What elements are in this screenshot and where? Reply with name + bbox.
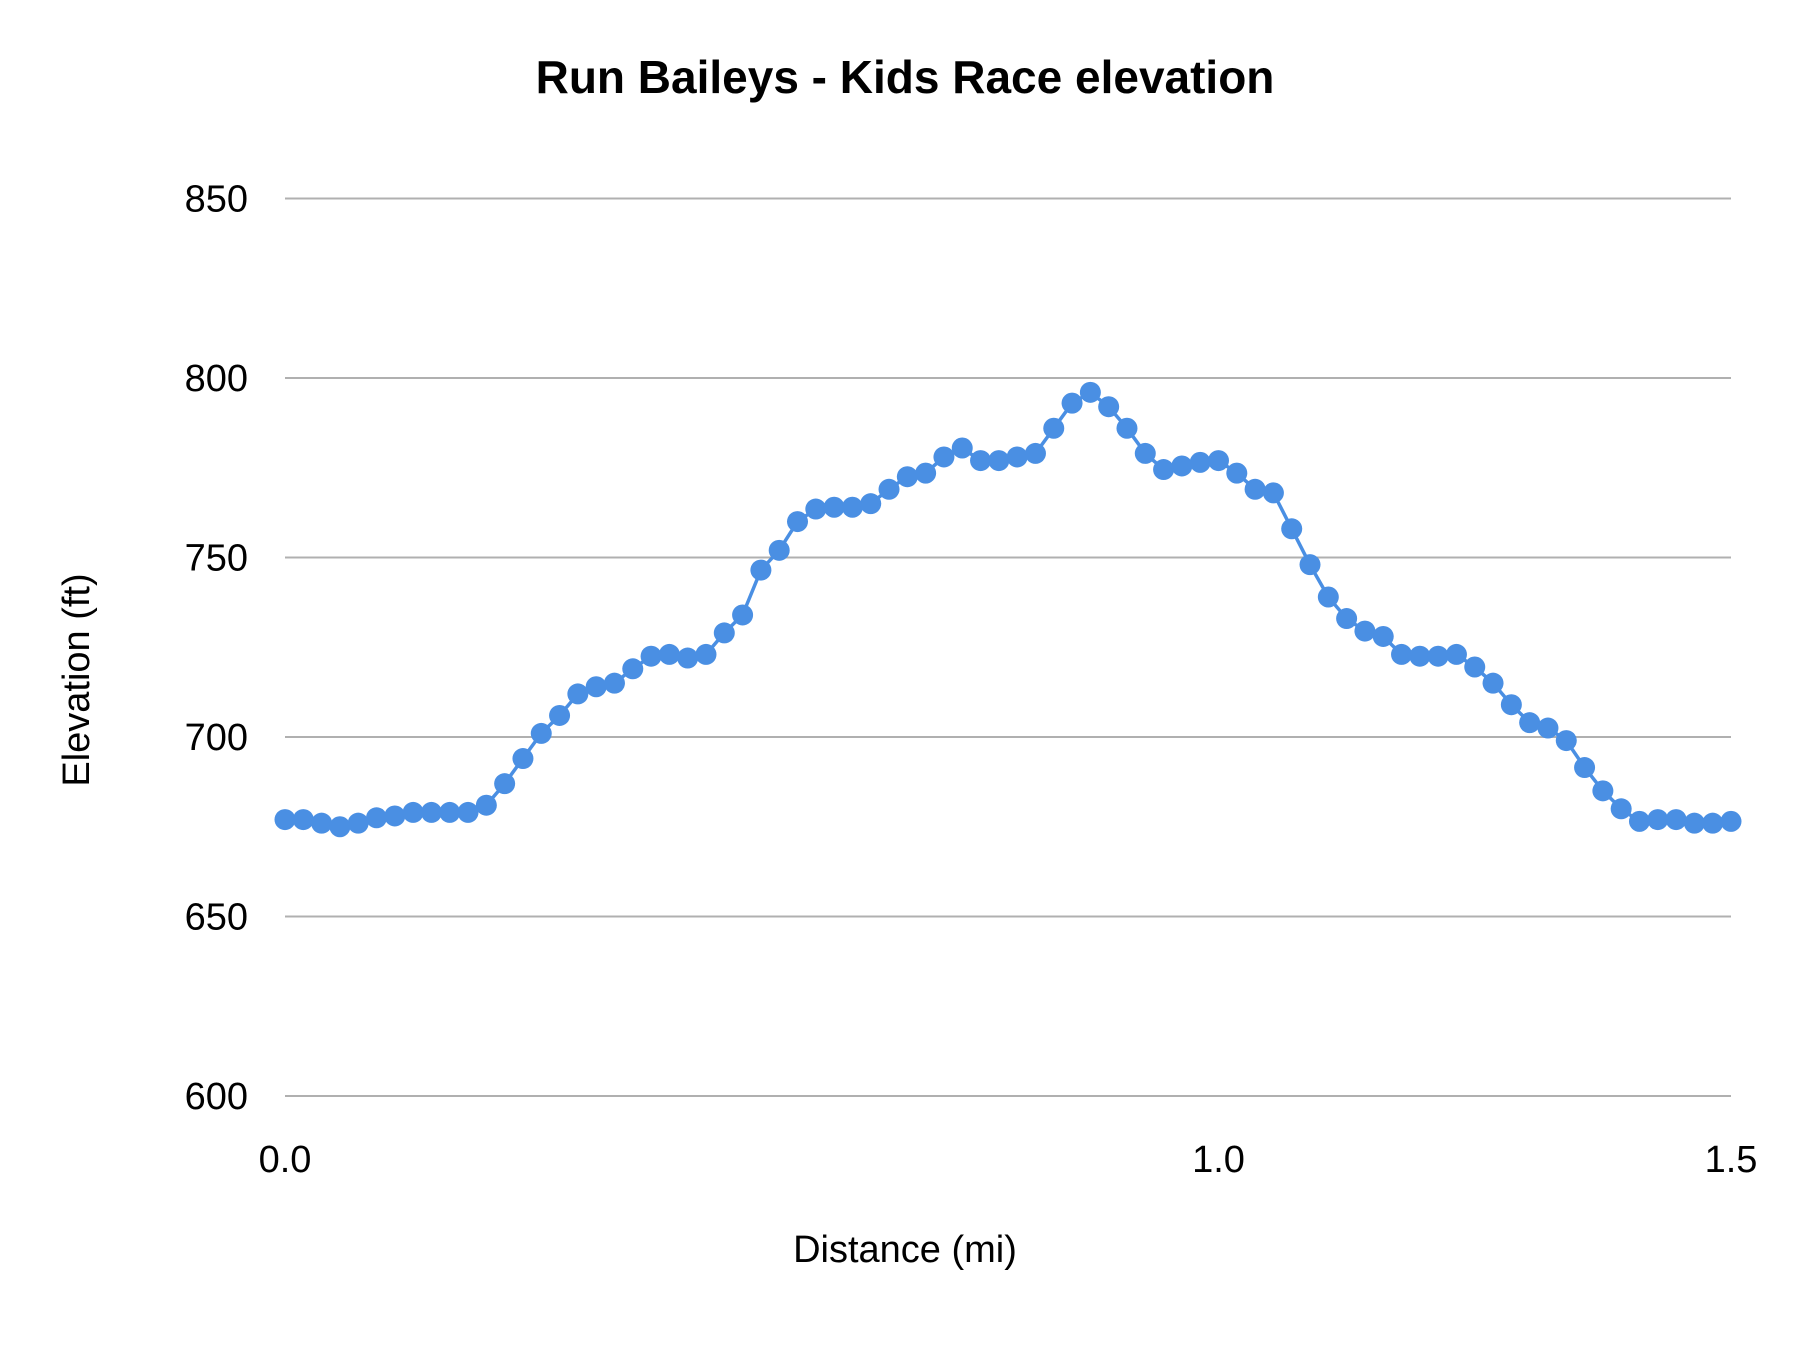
data-point	[640, 645, 662, 667]
data-point	[622, 658, 644, 680]
data-point	[1628, 810, 1650, 832]
data-point	[1445, 643, 1467, 665]
data-point	[933, 446, 955, 468]
data-point	[402, 801, 424, 823]
x-axis-title: Distance (mi)	[793, 1229, 1017, 1271]
data-point	[878, 478, 900, 500]
data-point	[1006, 446, 1028, 468]
y-tick-label: 700	[185, 717, 248, 759]
data-point	[1427, 645, 1449, 667]
data-point	[585, 676, 607, 698]
x-tick-label: 0.0	[259, 1139, 312, 1181]
data-point	[713, 622, 735, 644]
y-tick-label: 800	[185, 358, 248, 400]
data-point	[1079, 381, 1101, 403]
data-point	[695, 643, 717, 665]
data-point	[329, 816, 351, 838]
data-point	[1500, 694, 1522, 716]
data-point	[567, 683, 589, 705]
data-point	[1610, 798, 1632, 820]
data-point	[988, 450, 1010, 472]
data-point	[1464, 656, 1486, 678]
data-point	[915, 462, 937, 484]
y-tick-label: 750	[185, 538, 248, 580]
data-point	[768, 539, 790, 561]
data-point	[1720, 810, 1742, 832]
data-point	[549, 704, 571, 726]
data-point	[347, 812, 369, 834]
data-point	[311, 812, 333, 834]
data-point	[439, 801, 461, 823]
data-point	[860, 493, 882, 515]
data-point	[1372, 625, 1394, 647]
data-point	[1317, 586, 1339, 608]
data-point	[658, 643, 680, 665]
data-point	[530, 722, 552, 744]
data-point	[475, 794, 497, 816]
data-point	[1153, 459, 1175, 481]
data-point	[677, 647, 699, 669]
data-point	[823, 496, 845, 518]
data-point	[1537, 717, 1559, 739]
data-point	[1574, 757, 1596, 779]
x-tick-label: 1.0	[1192, 1139, 1245, 1181]
data-point	[1262, 482, 1284, 504]
data-point	[805, 498, 827, 520]
data-point	[384, 805, 406, 827]
data-point	[1683, 812, 1705, 834]
data-point	[1171, 455, 1193, 477]
data-point	[1226, 462, 1248, 484]
x-tick-label: 1.5	[1705, 1139, 1758, 1181]
data-point	[1409, 645, 1431, 667]
data-point	[1189, 451, 1211, 473]
data-point	[366, 807, 388, 829]
data-point	[1116, 417, 1138, 439]
data-point	[494, 773, 516, 795]
data-point	[1024, 442, 1046, 464]
data-point	[603, 672, 625, 694]
data-point	[787, 511, 809, 533]
data-point	[420, 801, 442, 823]
data-point	[1482, 672, 1504, 694]
data-point	[1665, 809, 1687, 831]
data-point	[1391, 643, 1413, 665]
data-point	[896, 466, 918, 488]
data-point	[292, 809, 314, 831]
elevation-series	[274, 381, 1742, 838]
data-point	[1702, 812, 1724, 834]
data-point	[1647, 809, 1669, 831]
x-axis-ticks: 0.0 1.0 1.5	[259, 1139, 1758, 1181]
data-point	[1207, 450, 1229, 472]
data-point	[1519, 712, 1541, 734]
y-axis-ticks: 600 650 700 750 800 850	[185, 179, 248, 1119]
data-point	[841, 496, 863, 518]
data-point	[1336, 608, 1358, 630]
gridlines	[285, 197, 1731, 1097]
data-point	[512, 748, 534, 770]
data-point	[457, 801, 479, 823]
chart-title: Run Baileys - Kids Race elevation	[536, 51, 1275, 103]
data-point	[1354, 620, 1376, 642]
y-axis-title: Elevation (ft)	[56, 573, 98, 786]
data-point	[1592, 780, 1614, 802]
data-point	[1043, 417, 1065, 439]
data-point	[274, 809, 296, 831]
y-tick-label: 600	[185, 1076, 248, 1118]
data-point	[732, 604, 754, 626]
y-tick-label: 650	[185, 897, 248, 939]
data-point	[1061, 392, 1083, 414]
data-point	[1244, 478, 1266, 500]
data-point	[750, 559, 772, 581]
data-point	[1098, 396, 1120, 418]
data-point	[1134, 442, 1156, 464]
data-point	[1281, 518, 1303, 540]
data-point	[951, 437, 973, 459]
data-point	[970, 450, 992, 472]
data-point	[1555, 730, 1577, 752]
y-tick-label: 850	[185, 179, 248, 221]
data-point	[1299, 554, 1321, 576]
